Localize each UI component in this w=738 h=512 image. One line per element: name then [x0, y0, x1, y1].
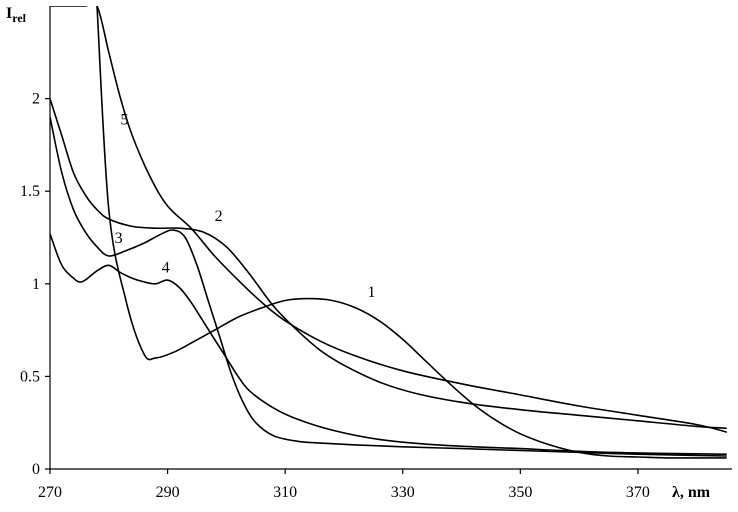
- y-axis-title: Irel: [6, 5, 27, 25]
- series-line-5: [50, 6, 727, 433]
- y-axis-title-sub: rel: [12, 11, 26, 25]
- y-tick-label: 1: [32, 276, 40, 293]
- curve-label-5: 5: [121, 112, 129, 129]
- series-line-4: [50, 233, 727, 455]
- curve-labels: 1 2 3 4 5: [115, 112, 376, 301]
- series-line-2: [50, 97, 727, 430]
- series-line-1: [96, 6, 727, 459]
- x-axis-title: λ, nm: [672, 484, 711, 501]
- x-tick-label: 270: [38, 484, 62, 501]
- curve-label-2: 2: [215, 208, 223, 225]
- y-axis-title-main: I: [6, 5, 12, 22]
- y-tick-label: 0.5: [20, 368, 40, 385]
- x-tick-label: 350: [508, 484, 532, 501]
- series-line-3: [50, 116, 727, 457]
- ticks: 270 290 310 330 350 370 0 0.5 1 1.5 2: [20, 91, 650, 501]
- y-tick-label: 2: [32, 91, 40, 108]
- x-tick-label: 310: [273, 484, 297, 501]
- curve-label-3: 3: [115, 230, 123, 247]
- x-tick-label: 290: [156, 484, 180, 501]
- axes: [49, 6, 732, 470]
- axis-titles: Irel λ, nm: [6, 5, 711, 501]
- curve-label-1: 1: [367, 284, 375, 301]
- y-tick-label: 1.5: [20, 183, 40, 200]
- x-tick-label: 370: [626, 484, 650, 501]
- x-tick-label: 330: [391, 484, 415, 501]
- series-group: [50, 6, 727, 459]
- y-tick-label: 0: [32, 461, 40, 478]
- curve-label-4: 4: [162, 260, 170, 277]
